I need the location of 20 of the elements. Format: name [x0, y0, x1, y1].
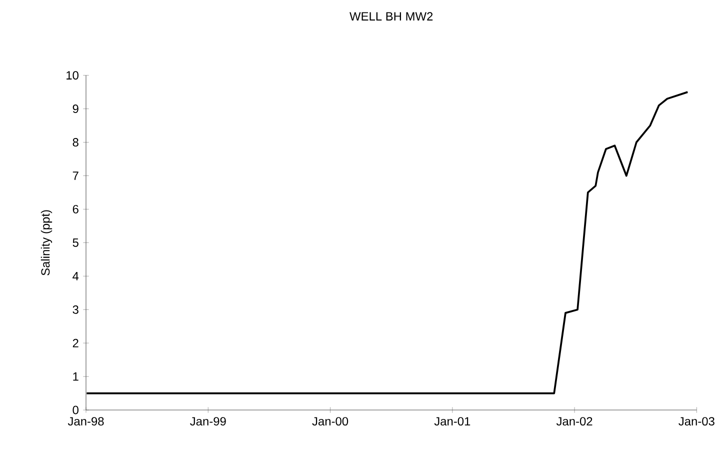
chart-title: WELL BH MW2: [350, 12, 433, 20]
y-tick-label: 10: [66, 71, 78, 80]
x-tick-label: Jan-01: [434, 417, 470, 426]
y-tick-label: 2: [72, 338, 78, 348]
x-tick-label: Jan-99: [190, 417, 226, 426]
y-tick-label: 8: [72, 138, 78, 146]
y-tick-label: 9: [72, 104, 78, 114]
line-series: [86, 91, 689, 394]
y-tick-label: 4: [72, 272, 79, 280]
y-tick-label: 6: [72, 204, 78, 214]
x-tick-label: Jan-03: [678, 417, 714, 426]
y-axis-title: Salinity (ppt): [40, 210, 52, 276]
y-tick-label: 7: [72, 172, 78, 180]
y-tick-label: 5: [72, 238, 78, 247]
y-tick-label: 3: [72, 305, 78, 314]
y-tick-label: 0: [72, 406, 78, 414]
x-tick-label: Jan-02: [556, 417, 592, 426]
x-tick-label: Jan-00: [312, 417, 348, 426]
x-tick-label: Jan-98: [68, 417, 104, 426]
y-tick-label: 1: [73, 372, 78, 381]
